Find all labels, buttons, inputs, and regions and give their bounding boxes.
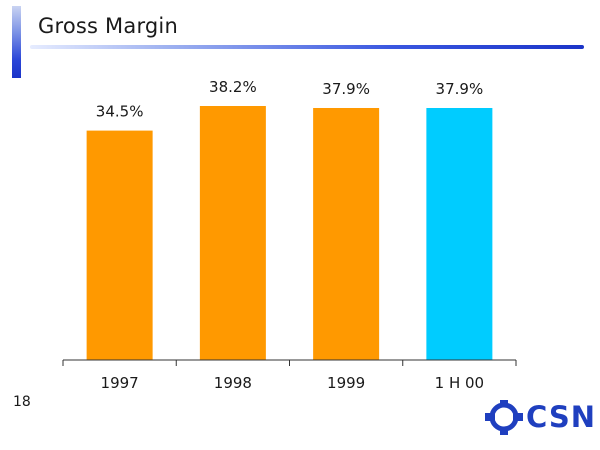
csn-logo-icon xyxy=(485,400,523,435)
x-tick-label-2: 1999 xyxy=(327,374,365,392)
data-label-2: 37.9% xyxy=(322,80,370,98)
title-underline xyxy=(30,45,584,49)
bar-3 xyxy=(426,107,493,360)
logo-text: CSN xyxy=(526,400,596,434)
x-tick-label-1: 1998 xyxy=(214,374,252,392)
bar-1 xyxy=(199,106,266,360)
data-label-0: 34.5% xyxy=(96,103,144,121)
slide-title: Gross Margin xyxy=(38,14,178,38)
x-tick-label-3: 1 H 00 xyxy=(435,374,484,392)
bar-2 xyxy=(313,107,380,360)
x-tick-label-0: 1997 xyxy=(101,374,139,392)
title-accent-bar xyxy=(12,6,21,78)
bar-0 xyxy=(86,130,153,360)
data-label-1: 38.2% xyxy=(209,78,257,96)
page-number: 18 xyxy=(13,394,31,410)
data-label-3: 37.9% xyxy=(436,80,484,98)
